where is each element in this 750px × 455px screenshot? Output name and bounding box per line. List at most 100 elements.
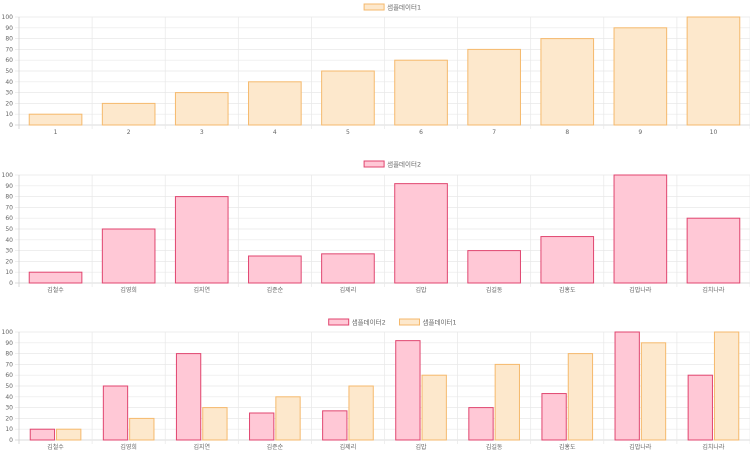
bar-series2-9[interactable] (687, 374, 713, 441)
bar-series2-7[interactable] (541, 393, 567, 441)
legend-swatch[interactable] (328, 318, 350, 326)
y-tick-label: 100 (2, 329, 14, 336)
x-tick-label: 4 (273, 129, 277, 136)
bar-series1-6[interactable] (494, 363, 520, 441)
bar-series1-4[interactable] (348, 385, 374, 441)
y-tick-label: 60 (5, 372, 13, 379)
y-tick-label: 0 (9, 280, 13, 287)
bar-series2-3[interactable] (249, 412, 275, 441)
y-tick-label: 0 (9, 437, 13, 444)
x-tick-label: 김길동 (486, 286, 503, 294)
bar-series1-7[interactable] (540, 38, 595, 126)
y-tick-label: 10 (5, 426, 13, 433)
x-tick-label: 김밥나라 (629, 443, 652, 451)
bar-series1-5[interactable] (421, 374, 447, 441)
x-tick-label: 8 (565, 129, 569, 136)
bar-series1-1[interactable] (129, 417, 155, 441)
bar-series2-3[interactable] (248, 255, 302, 284)
bar-series2-5[interactable] (395, 340, 421, 441)
bar-series1-8[interactable] (613, 27, 668, 126)
bar-series1-8[interactable] (640, 342, 667, 441)
y-tick-label: 90 (5, 183, 13, 190)
bar-series1-9[interactable] (713, 331, 740, 441)
bar-series2-8[interactable] (614, 331, 640, 441)
bar-series2-9[interactable] (686, 217, 741, 284)
bar-series1-3[interactable] (248, 81, 302, 126)
legend-label[interactable]: 샘플데이터2 (352, 318, 386, 327)
x-tick-label: 김홍도 (559, 286, 576, 294)
x-tick-label: 김치나라 (702, 443, 725, 451)
y-tick-label: 10 (5, 269, 13, 276)
bar-series2-4[interactable] (321, 253, 375, 284)
chart-sample-data-2: 0 10 20 30 40 50 60 70 80 90 100 김철수 김영희 김지연 김준순 김제리 김밥 김… (2, 160, 750, 294)
y-tick-label: 80 (5, 194, 13, 201)
x-tick-label: 김제리 (340, 443, 357, 451)
y-tick-label: 90 (5, 25, 13, 32)
bar-series1-7[interactable] (567, 353, 594, 441)
y-tick-label: 100 (2, 172, 14, 179)
y-tick-label: 30 (5, 90, 13, 97)
bar-series1-6[interactable] (467, 48, 521, 126)
bar-series1-2[interactable] (174, 92, 229, 126)
x-tick-label: 10 (710, 129, 718, 136)
y-tick-label: 30 (5, 248, 13, 255)
bar-series2-6[interactable] (468, 407, 494, 441)
bar-series2-0[interactable] (28, 271, 83, 284)
bar-series2-2[interactable] (175, 353, 202, 441)
x-tick-label: 김홍도 (559, 443, 576, 451)
y-tick-label: 50 (5, 226, 13, 233)
bar-series1-0[interactable] (28, 113, 83, 126)
y-tick-label: 70 (5, 204, 13, 211)
y-tick-label: 80 (5, 351, 13, 358)
y-tick-label: 40 (5, 237, 13, 244)
bar-series2-5[interactable] (394, 183, 448, 284)
chart-sample-data-1: 0 10 20 30 40 50 60 70 80 90 100 1 2 3 4 5 6 7 8 9 10 샘플데이터1 (2, 3, 750, 136)
bar-series2-7[interactable] (540, 236, 595, 284)
bar-series1-1[interactable] (101, 102, 156, 126)
bar-series1-2[interactable] (202, 407, 228, 441)
x-tick-label: 5 (346, 129, 350, 136)
bar-series1-0[interactable] (56, 428, 82, 441)
y-tick-label: 60 (5, 57, 13, 64)
y-tick-label: 80 (5, 36, 13, 43)
y-tick-label: 10 (5, 111, 13, 118)
bar-series2-4[interactable] (322, 410, 348, 441)
y-tick-label: 50 (5, 383, 13, 390)
y-tick-label: 50 (5, 68, 13, 75)
bar-series2-1[interactable] (102, 385, 129, 441)
y-tick-label: 60 (5, 215, 13, 222)
bar-series2-8[interactable] (613, 174, 668, 284)
bar-series2-6[interactable] (467, 250, 521, 284)
bar-series1-5[interactable] (394, 59, 448, 126)
x-tick-label: 김밥 (416, 443, 428, 451)
bar-series2-0[interactable] (29, 428, 56, 441)
legend-label[interactable]: 샘플데이터1 (387, 3, 421, 12)
y-tick-label: 30 (5, 405, 13, 412)
x-tick-label: 김철수 (47, 443, 64, 451)
x-tick-label: 7 (492, 129, 496, 136)
x-tick-label: 김철수 (47, 286, 64, 294)
legend-swatch[interactable] (399, 318, 420, 326)
x-tick-label: 김밥나라 (629, 286, 652, 294)
bar-series1-4[interactable] (321, 70, 375, 126)
x-tick-label: 김영희 (120, 286, 137, 294)
y-tick-label: 0 (9, 122, 13, 129)
legend-swatch[interactable] (363, 3, 385, 11)
x-tick-label: 3 (200, 129, 204, 136)
y-tick-label: 70 (5, 46, 13, 53)
x-tick-label: 2 (127, 129, 131, 136)
y-tick-label: 100 (2, 14, 14, 21)
bar-series1-3[interactable] (275, 396, 301, 441)
y-tick-label: 40 (5, 394, 13, 401)
x-tick-label: 김치나라 (702, 286, 725, 294)
bar-series2-1[interactable] (101, 228, 156, 284)
y-tick-label: 70 (5, 361, 13, 368)
x-tick-label: 9 (638, 129, 642, 136)
x-tick-label: 김지연 (193, 443, 210, 451)
bar-series1-9[interactable] (686, 16, 741, 126)
legend-label[interactable]: 샘플데이터2 (387, 160, 421, 169)
legend-swatch[interactable] (363, 160, 385, 168)
legend-label[interactable]: 샘플데이터1 (423, 318, 457, 327)
bar-series2-2[interactable] (174, 196, 229, 284)
